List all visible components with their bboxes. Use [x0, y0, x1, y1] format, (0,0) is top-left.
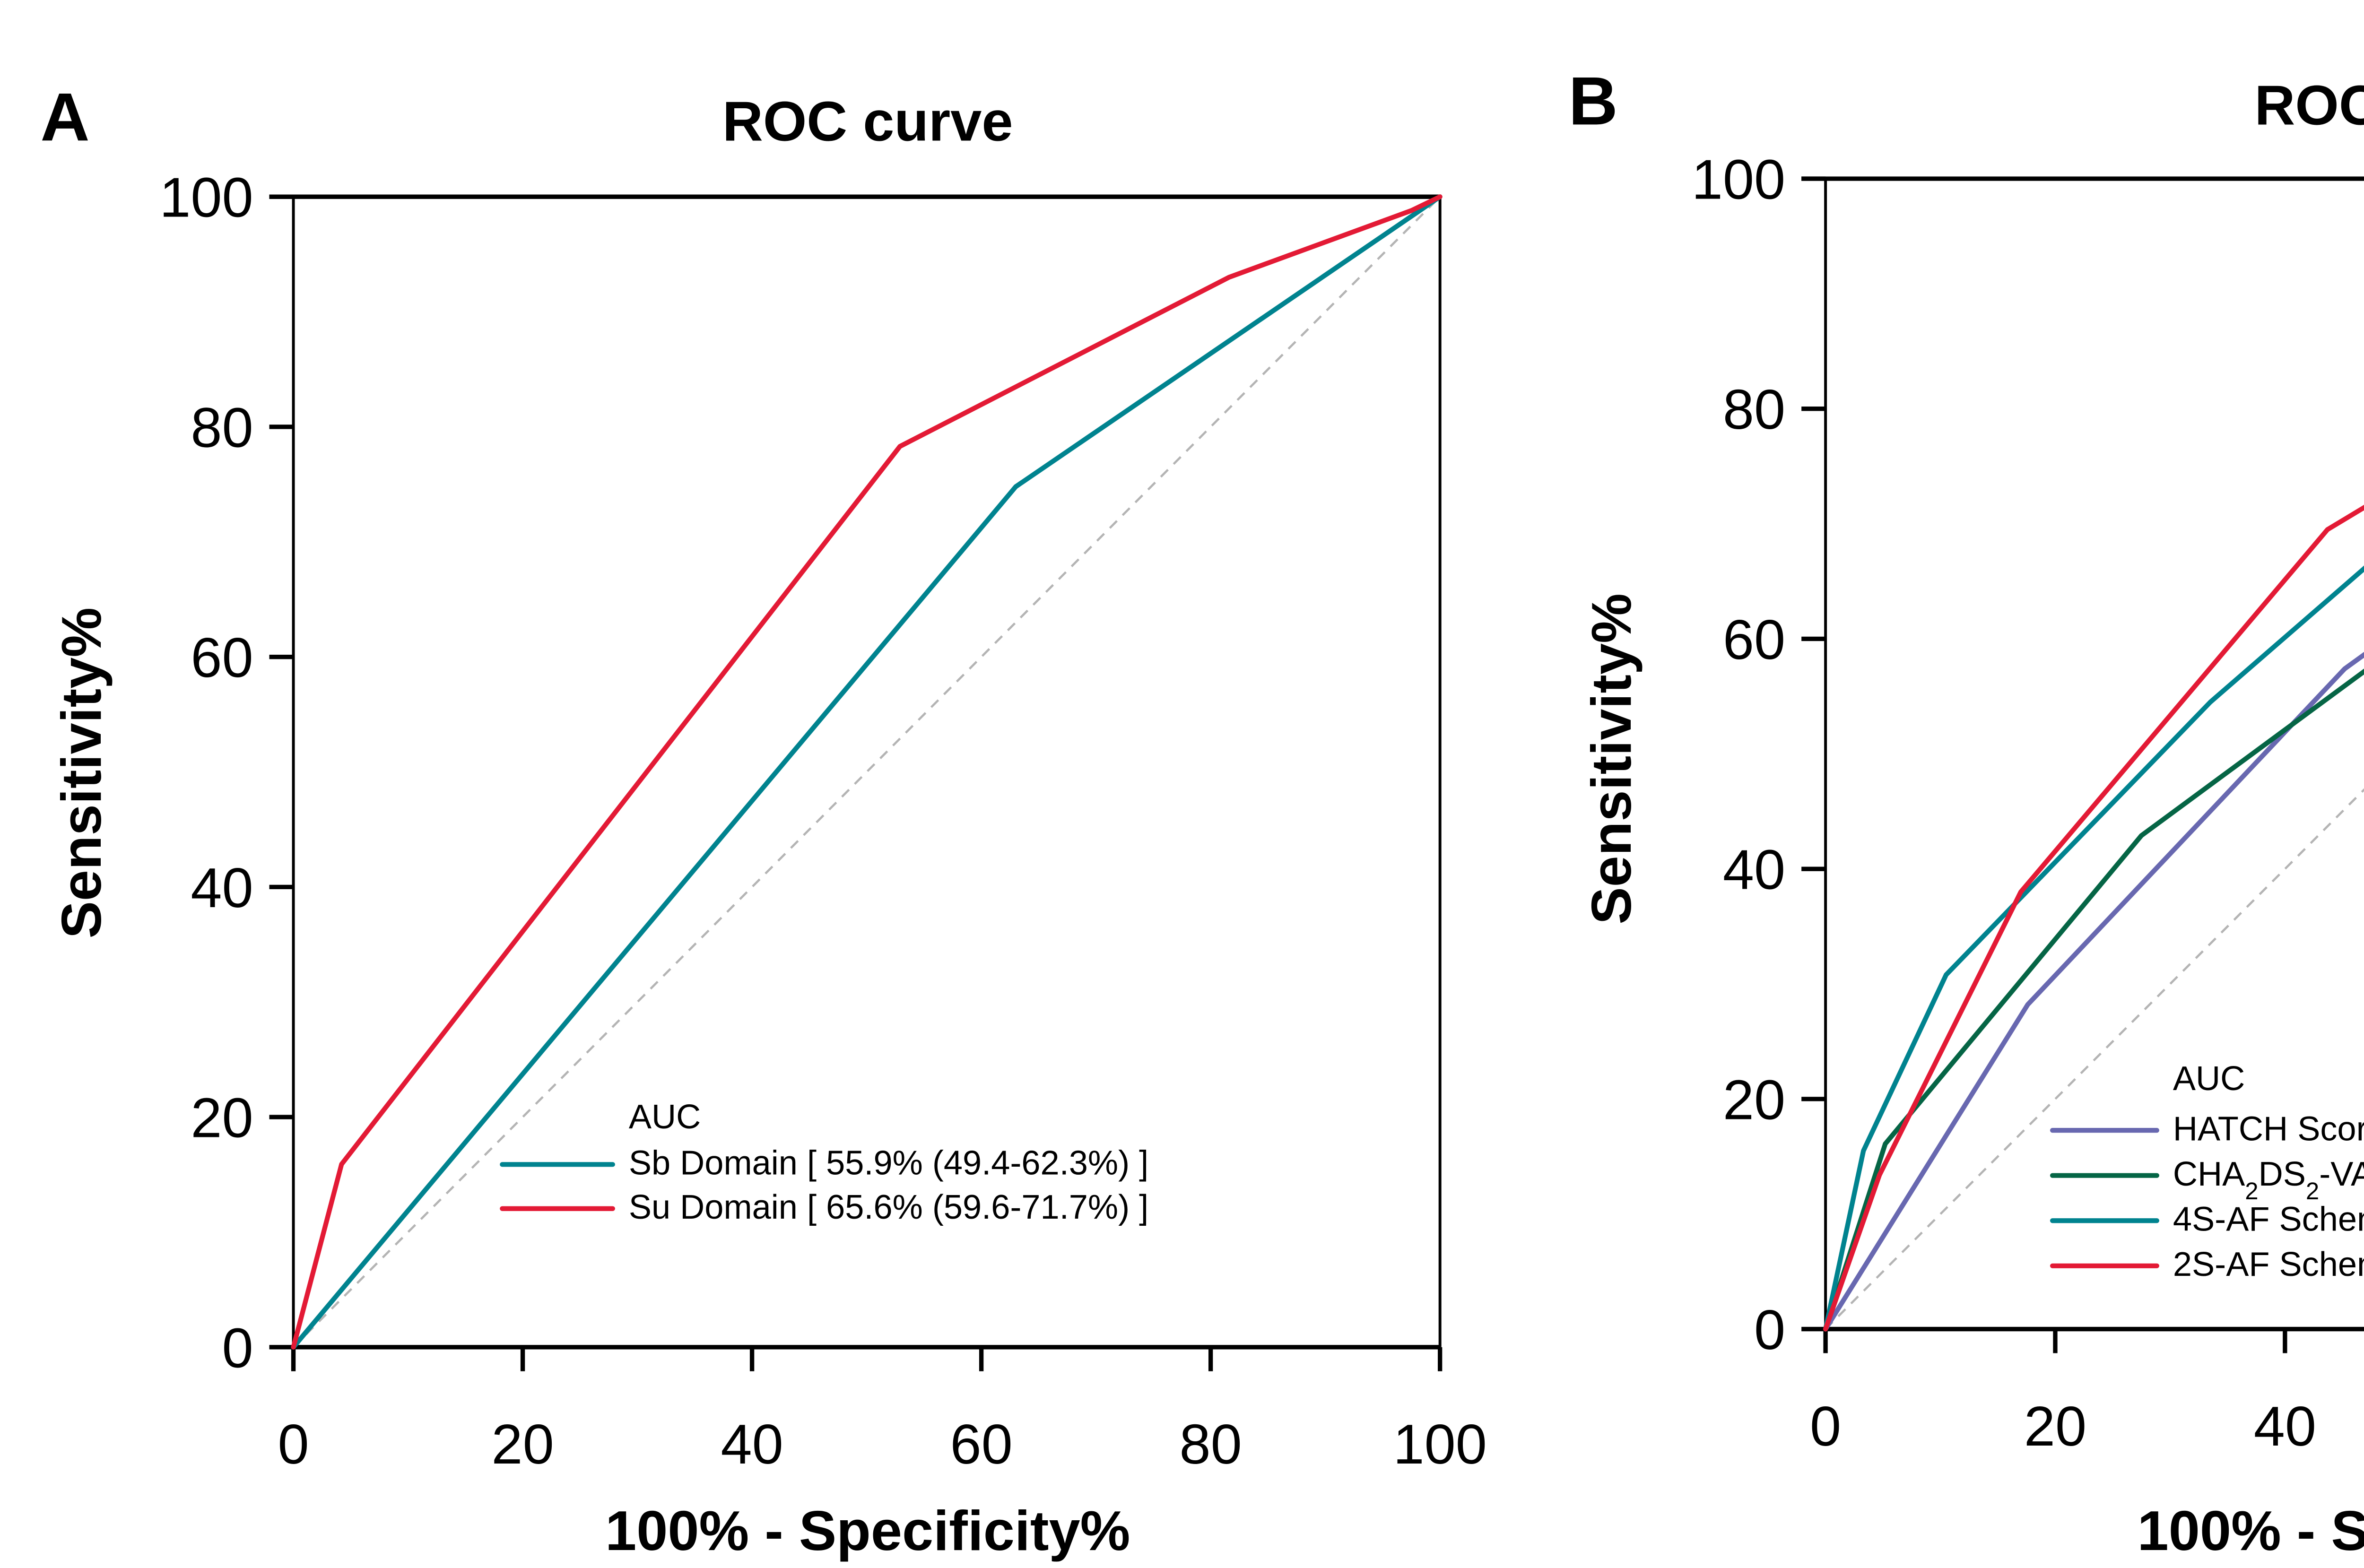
legend-item: HATCH Score [ 56.9% (50.6-63.1%) ]	[2050, 1110, 2364, 1148]
panel-letter-b: B	[1568, 62, 1617, 139]
chart-title-b: ROC curve	[2255, 74, 2364, 137]
roc-curve-3	[1823, 565, 2364, 1332]
x-tick-label: 20	[491, 1413, 554, 1476]
legend-label: 4S-AF Scheme [ 65.2% (59.3-71.1%) ]	[2173, 1200, 2364, 1238]
legend-title: AUC	[2173, 1060, 2245, 1098]
y-tick-label: 100	[159, 166, 253, 229]
x-tick-label: 0	[1810, 1395, 1841, 1458]
y-tick-label: 40	[191, 857, 253, 919]
roc-curve-2	[1823, 668, 2364, 1332]
roc-curve-2	[291, 194, 1443, 1350]
panel-a: A ROC curve 100% - Specificity% Sensitiv…	[40, 78, 1486, 1562]
roc-curve-4	[1823, 504, 2364, 1332]
y-tick-label: 20	[1723, 1068, 1785, 1131]
legend-item: CHA2DS2-VASc Score [ 58.0% (51.9-64.1%) …	[2050, 1155, 2364, 1204]
legend-item: 4S-AF Scheme [ 65.2% (59.3-71.1%) ]	[2050, 1200, 2364, 1238]
legend-label: Sb Domain [ 55.9% (49.4-62.3%) ]	[629, 1144, 1148, 1182]
legend-label: Su Domain [ 65.6% (59.6-71.7%) ]	[629, 1188, 1148, 1226]
chart-title-a: ROC curve	[722, 90, 1013, 153]
roc-curve-1	[291, 194, 1443, 1350]
legend-item: Sb Domain [ 55.9% (49.4-62.3%) ]	[500, 1144, 1148, 1182]
panel-letter-a: A	[40, 78, 89, 155]
x-axis-title-b: 100% - Specificity%	[2138, 1499, 2364, 1562]
legend: AUC Sb Domain [ 55.9% (49.4-62.3%) ] Su Do…	[500, 1098, 1148, 1226]
legend-item: Su Domain [ 65.6% (59.6-71.7%) ]	[500, 1188, 1148, 1226]
y-tick-label: 20	[191, 1087, 253, 1150]
x-axis-title-a: 100% - Specificity%	[605, 1499, 1130, 1562]
y-axis-title-b: Sensitivity%	[1580, 593, 1643, 924]
x-tick-label: 40	[2254, 1395, 2316, 1458]
x-tick-label: 0	[278, 1413, 309, 1476]
y-axis-title-a: Sensitivity%	[50, 607, 113, 938]
x-tick-label: 20	[2024, 1395, 2086, 1458]
legend-title: AUC	[629, 1098, 701, 1136]
legend-label: 2S-AF Scheme [ 66.2% (60.2-72.1%) ]	[2173, 1246, 2364, 1283]
y-tick-label: 40	[1723, 839, 1785, 901]
legend-label: HATCH Score [ 56.9% (50.6-63.1%) ]	[2173, 1110, 2364, 1148]
legend-item: 2S-AF Scheme [ 66.2% (60.2-72.1%) ]	[2050, 1246, 2364, 1283]
x-tick-label: 40	[721, 1413, 783, 1476]
x-tick-label: 100	[1393, 1413, 1486, 1476]
roc-curve-1	[1823, 651, 2364, 1332]
y-tick-label: 0	[1754, 1299, 1785, 1361]
y-tick-label: 0	[222, 1317, 253, 1379]
legend: AUC HATCH Score [ 56.9% (50.6-63.1%) ] CHA…	[2050, 1060, 2364, 1283]
y-tick-label: 80	[1723, 378, 1785, 441]
y-tick-label: 80	[191, 396, 253, 459]
panel-b: B ROC curve 100% - Specificity% Sensitiv…	[1568, 62, 2364, 1562]
x-tick-label: 60	[950, 1413, 1012, 1476]
x-tick-label: 80	[1180, 1413, 1242, 1476]
legend-label: CHA2DS2-VASc Score [ 58.0% (51.9-64.1%) …	[2173, 1155, 2364, 1204]
y-tick-label: 100	[1692, 148, 1785, 211]
y-tick-label: 60	[1723, 608, 1785, 671]
y-tick-label: 60	[191, 626, 253, 689]
